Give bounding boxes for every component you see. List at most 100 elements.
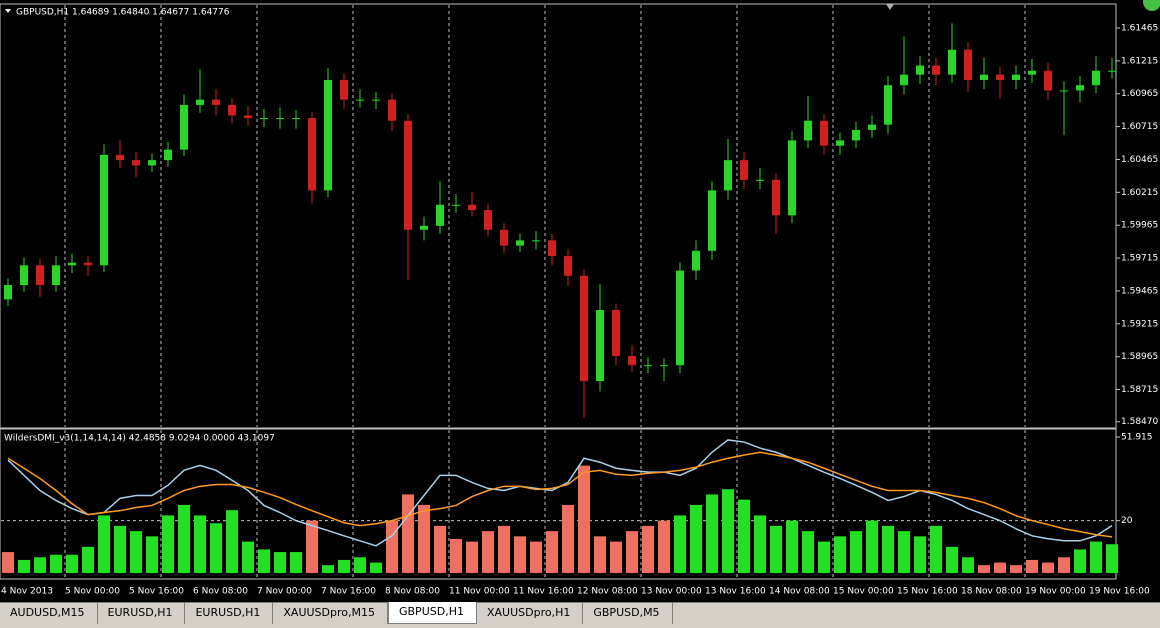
candle-body — [580, 275, 588, 381]
candle-body — [516, 240, 524, 246]
candle-body — [612, 309, 620, 357]
x-tick-label: 15 Nov 00:00 — [833, 587, 894, 597]
histogram-bar — [466, 541, 478, 574]
x-tick-label: 19 Nov 00:00 — [1025, 587, 1086, 597]
histogram-bar — [578, 465, 590, 574]
candle-body — [132, 160, 140, 166]
chart-tab[interactable]: EURUSD,H1 — [185, 603, 274, 624]
candle-body — [772, 179, 780, 216]
y-tick-label: 1.59965 — [1121, 221, 1158, 231]
candle-body — [788, 140, 796, 216]
histogram-bar — [482, 531, 494, 574]
chart-tab[interactable]: GBPUSD,H1 — [387, 602, 477, 624]
chart-tab[interactable]: GBPUSD,M5 — [583, 603, 673, 624]
histogram-bar — [738, 499, 750, 574]
indicator-frame — [0, 428, 1117, 580]
histogram-bar — [82, 546, 94, 574]
histogram-bar — [1074, 549, 1086, 574]
histogram-bar — [162, 515, 174, 574]
x-tick-label: 4 Nov 2013 — [1, 587, 53, 597]
histogram-bar — [450, 538, 462, 574]
y-tick-label: 51.915 — [1121, 433, 1153, 443]
candle-body — [1028, 70, 1036, 75]
candle-body — [20, 265, 28, 286]
candle-body — [548, 240, 556, 257]
candle-body — [196, 99, 204, 105]
x-tick-label: 7 Nov 00:00 — [257, 587, 312, 597]
histogram-bar — [306, 520, 318, 574]
histogram-bar — [818, 541, 830, 574]
histogram-bar — [722, 489, 734, 574]
candle-body — [372, 99, 380, 101]
histogram-bar — [546, 531, 558, 574]
histogram-bar — [354, 557, 366, 574]
candle-body — [340, 79, 348, 100]
candle-body — [1108, 70, 1116, 72]
chart-tab[interactable]: XAUUSDpro,M15 — [273, 603, 388, 624]
candle-body — [1012, 74, 1020, 80]
candle-body — [116, 154, 124, 161]
histogram-bar — [626, 531, 638, 574]
candle-body — [404, 120, 412, 230]
chart-tab[interactable]: AUDUSD,M15 — [0, 603, 98, 624]
histogram-bar — [338, 559, 350, 574]
y-tick-label: 1.58965 — [1121, 352, 1158, 362]
chart-tab[interactable]: XAUUSDpro,H1 — [477, 603, 584, 624]
histogram-bar — [274, 552, 286, 574]
candle-body — [452, 204, 460, 206]
histogram-bar — [690, 504, 702, 574]
menu-arrow[interactable] — [5, 9, 11, 13]
histogram-bar — [210, 523, 222, 574]
y-tick-label: 1.59715 — [1121, 254, 1158, 264]
candle-body — [356, 99, 364, 101]
candle-body — [932, 65, 940, 75]
candle-body — [420, 225, 428, 230]
candle-body — [36, 265, 44, 286]
histogram-bar — [130, 531, 142, 574]
histogram-bar — [642, 525, 654, 574]
candle-body — [292, 118, 300, 120]
histogram-bar — [1090, 541, 1102, 574]
histogram-bar — [178, 504, 190, 574]
candle-body — [324, 79, 332, 191]
candle-body — [1060, 90, 1068, 92]
candle-body — [532, 240, 540, 242]
histogram-bar — [114, 525, 126, 574]
histogram-bar — [498, 525, 510, 574]
y-tick-label: 1.61215 — [1121, 56, 1158, 66]
candle-body — [708, 190, 716, 251]
candle-body — [148, 160, 156, 166]
histogram-bar — [242, 541, 254, 574]
main-frame — [0, 3, 1117, 429]
x-tick-label: 15 Nov 16:00 — [897, 587, 958, 597]
candle-body — [996, 74, 1004, 80]
y-tick-label: 1.59465 — [1121, 286, 1158, 296]
histogram-bar — [370, 562, 382, 574]
indicator-line — [7, 451, 1113, 538]
x-tick-label: 14 Nov 08:00 — [769, 587, 830, 597]
x-tick-label: 11 Nov 16:00 — [513, 587, 574, 597]
candle-body — [212, 99, 220, 105]
histogram-bar — [194, 515, 206, 574]
histogram-bar — [594, 536, 606, 574]
candle-body — [804, 120, 812, 141]
y-tick-label: 20 — [1121, 516, 1133, 526]
candle-body — [436, 204, 444, 226]
candle-body — [164, 149, 172, 161]
shift-marker[interactable] — [886, 4, 894, 10]
chart-tab[interactable]: EURUSD,H1 — [98, 603, 186, 624]
histogram-bar — [706, 494, 718, 574]
histogram-bar — [914, 536, 926, 574]
histogram-bar — [802, 531, 814, 574]
candle-body — [484, 210, 492, 230]
chart-title: GBPUSD,H1 1.64689 1.64840 1.64677 1.6477… — [16, 8, 230, 18]
candle-body — [980, 74, 988, 80]
candle-body — [500, 229, 508, 246]
histogram-bar — [418, 504, 430, 574]
histogram-bar — [386, 520, 398, 574]
candle-body — [260, 118, 268, 120]
candle-body — [660, 365, 668, 367]
x-tick-label: 11 Nov 00:00 — [449, 587, 510, 597]
x-tick-label: 12 Nov 08:00 — [577, 587, 638, 597]
candle-body — [244, 115, 252, 119]
